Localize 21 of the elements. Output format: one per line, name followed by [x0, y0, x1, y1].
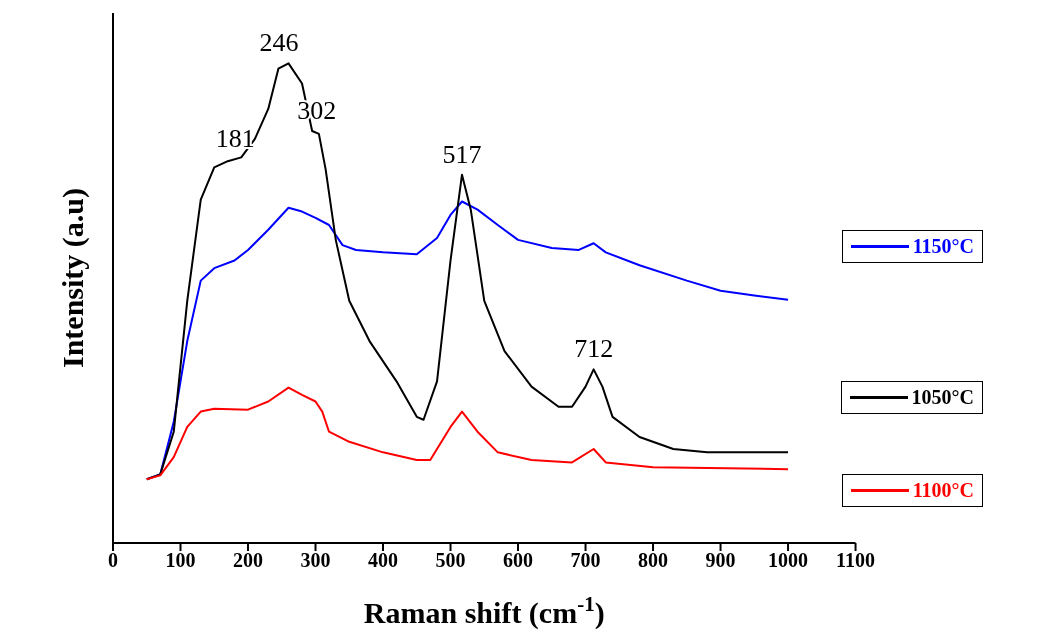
x-tick-label: 900 [705, 549, 736, 572]
x-axis-title: Raman shift (cm$^{-1}$) [363, 592, 605, 630]
x-tick-label: 600 [503, 549, 534, 572]
legend-label: 1100°C [912, 479, 974, 502]
x-tick-label: 0 [108, 549, 118, 572]
annotation: 246 [259, 28, 299, 58]
x-tick-label: 1000 [768, 549, 809, 572]
x-tick-label: 100 [165, 549, 196, 572]
annotation: 181 [215, 124, 255, 154]
x-tick-label: 500 [435, 549, 466, 572]
x-tick-label: 1100 [836, 549, 875, 572]
legend-label: 1050°C [911, 386, 974, 409]
x-tick-label: 700 [570, 549, 601, 572]
x-tick-label: 400 [368, 549, 399, 572]
y-axis-title: Intensity (a.u) [56, 187, 90, 369]
legend-label: 1150°C [912, 235, 974, 258]
x-tick-label: 800 [638, 549, 669, 572]
x-tick-label: 300 [300, 549, 331, 572]
annotation: 517 [442, 139, 482, 169]
annotation: 712 [574, 334, 614, 364]
x-tick-label: 200 [233, 549, 264, 572]
